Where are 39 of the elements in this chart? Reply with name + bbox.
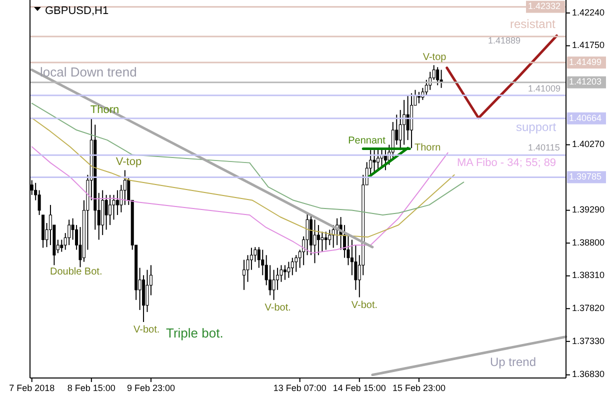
- annotation: local Down trend: [40, 64, 137, 80]
- annotation: MA Fibo - 34; 55; 89: [457, 156, 556, 169]
- annotation: V-bot.: [351, 300, 378, 311]
- annotation: 1.40115: [528, 142, 560, 152]
- y-tick-label: 1.41750: [572, 40, 605, 50]
- annotation: resistant: [510, 17, 556, 32]
- x-tick-label: 13 Feb 07:00: [273, 383, 326, 393]
- annotation: V-bot.: [264, 302, 291, 314]
- annotation: support: [516, 120, 557, 134]
- annotation: Thorn: [414, 142, 441, 154]
- y-tick-label: 1.39290: [572, 204, 605, 215]
- ref-line-label: 1.39785: [569, 172, 602, 182]
- y-tick-label: 1.38800: [572, 237, 605, 248]
- annotation: 1.41009: [528, 83, 561, 94]
- ref-line-label: 1.40664: [569, 112, 602, 123]
- y-tick-label: 1.36830: [572, 369, 605, 380]
- annotation: V-top: [116, 156, 142, 168]
- ref-line-label: 1.41499: [569, 56, 602, 67]
- y-tick-label: 1.38310: [572, 270, 605, 280]
- annotation: V-bot.: [134, 324, 160, 336]
- y-tick-label: 1.37820: [572, 303, 605, 314]
- annotation: Thorn: [90, 104, 120, 116]
- x-tick-label: 7 Feb 2018: [9, 383, 55, 393]
- x-tick-label: 14 Feb 15:00: [332, 383, 386, 393]
- x-tick-label: 8 Feb 15:00: [67, 383, 116, 393]
- y-tick-label: 1.42240: [572, 7, 605, 18]
- annotation: Up trend: [490, 355, 536, 370]
- annotation: 1.41889: [488, 35, 521, 46]
- y-tick-label: 1.40270: [572, 139, 605, 150]
- ref-line-label: 1.42332: [528, 1, 561, 12]
- x-tick-label: 15 Feb 23:00: [392, 383, 446, 393]
- annotation: Double Bot.: [50, 266, 102, 278]
- x-tick-label: 9 Feb 23:00: [126, 383, 175, 393]
- y-tick-label: 1.37330: [572, 336, 605, 346]
- annotation: V-top: [422, 52, 447, 63]
- ref-line-label: 1.41203: [569, 76, 602, 87]
- chart-title: GBPUSD,H1: [45, 4, 109, 17]
- annotation: Pennant: [348, 135, 386, 146]
- annotation: Triple bot.: [166, 325, 224, 340]
